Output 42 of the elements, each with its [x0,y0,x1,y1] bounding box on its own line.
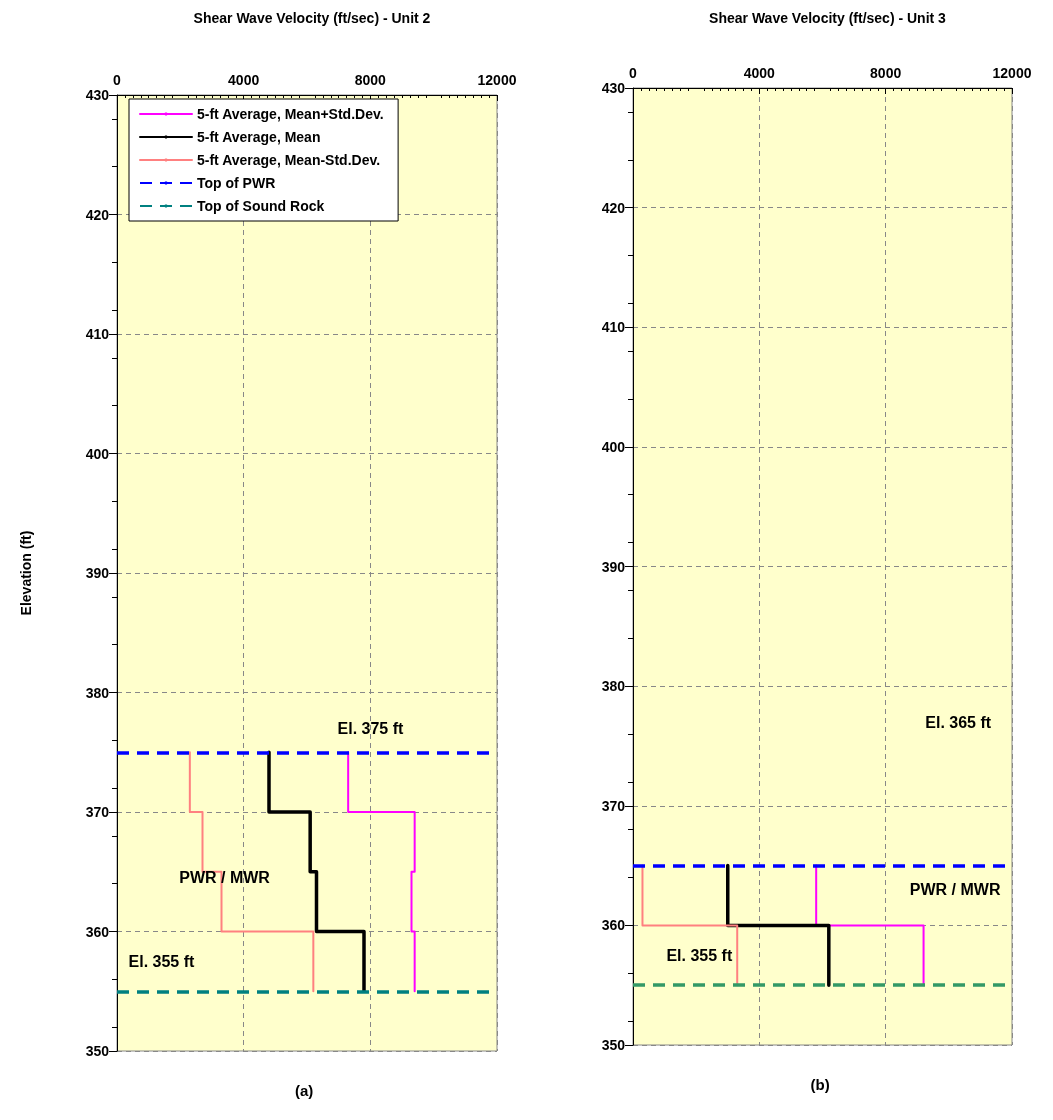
annotation: El. 365 ft [925,713,992,731]
y-tick-label: 350 [601,1037,626,1053]
x-tick-label: 8000 [870,65,902,81]
y-tick-label: 410 [85,326,110,342]
y-tick-label: 430 [601,80,626,96]
y-tick-label: 360 [85,923,110,940]
y-tick-label: 420 [601,199,626,216]
annotation: El. 355 ft [128,952,196,970]
y-tick-label: 380 [85,684,110,701]
annotation: PWR / MWR [909,880,1001,898]
x-tick-label: 4000 [743,65,776,81]
legend-label: 5-ft Average, Mean-Std.Dev. [197,152,381,168]
y-tick-label: 390 [601,558,626,575]
y-axis-title: Elevation (ft) [18,530,34,616]
y-tick-label: 370 [85,804,110,820]
annotation: El. 355 ft [666,946,733,964]
text: (b) [810,1076,830,1093]
annotation: PWR / MWR [179,869,271,887]
x-axis-title: Shear Wave Velocity (ft/sec) - Unit 2 [193,10,431,26]
x-axis-title: Shear Wave Velocity (ft/sec) - Unit 3 [709,10,947,26]
text: (a) [295,1082,314,1099]
x-tick-label: 0 [113,72,122,88]
y-tick-label: 390 [85,565,110,581]
legend-label: Top of PWR [197,175,276,191]
legend-label: Top of Sound Rock [197,198,325,214]
x-tick-label: 4000 [228,72,260,88]
y-tick-label: 410 [601,319,626,336]
y-tick-label: 380 [601,678,626,695]
y-tick-label: 420 [85,206,110,223]
legend-label: 5-ft Average, Mean [197,129,321,145]
y-tick-label: 360 [601,917,626,934]
y-tick-label: 400 [601,438,626,455]
x-tick-label: 8000 [354,72,387,88]
y-tick-label: 430 [85,87,110,103]
legend-label: 5-ft Average, Mean+Std.Dev. [197,106,384,122]
y-tick-label: 370 [601,797,626,814]
y-tick-label: 350 [85,1043,110,1059]
x-tick-label: 12000 [992,65,1032,81]
y-tick-label: 400 [85,445,110,462]
annotation: El. 375 ft [337,719,405,737]
x-tick-label: 12000 [477,72,517,88]
x-tick-label: 0 [629,65,638,81]
